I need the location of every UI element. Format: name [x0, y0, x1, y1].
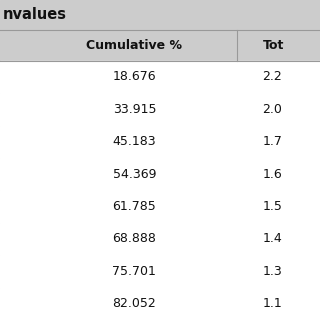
Text: 1.6: 1.6	[262, 168, 282, 181]
Text: 1.4: 1.4	[262, 233, 282, 245]
Text: 1.7: 1.7	[262, 135, 282, 148]
Text: 61.785: 61.785	[113, 200, 156, 213]
Bar	[0, 158, 320, 190]
Text: 18.676: 18.676	[113, 70, 156, 84]
Text: 1.3: 1.3	[262, 265, 282, 278]
Text: 75.701: 75.701	[112, 265, 156, 278]
Text: 45.183: 45.183	[113, 135, 156, 148]
Text: 68.888: 68.888	[112, 233, 156, 245]
Text: 82.052: 82.052	[113, 297, 156, 310]
Bar	[0, 0, 320, 30]
Text: Cumulative %: Cumulative %	[86, 39, 182, 52]
Bar	[0, 30, 320, 61]
Text: 1.1: 1.1	[262, 297, 282, 310]
Bar	[0, 125, 320, 158]
Bar	[0, 190, 320, 223]
Bar	[0, 223, 320, 255]
Text: nvalues: nvalues	[3, 7, 67, 22]
Bar	[0, 288, 320, 320]
Text: 33.915: 33.915	[113, 103, 156, 116]
Text: 1.5: 1.5	[262, 200, 282, 213]
Bar	[0, 255, 320, 288]
Bar	[0, 61, 320, 93]
Text: Tot: Tot	[262, 39, 284, 52]
Text: 2.2: 2.2	[262, 70, 282, 84]
Text: 54.369: 54.369	[113, 168, 156, 181]
Text: 2.0: 2.0	[262, 103, 282, 116]
Bar	[0, 93, 320, 125]
